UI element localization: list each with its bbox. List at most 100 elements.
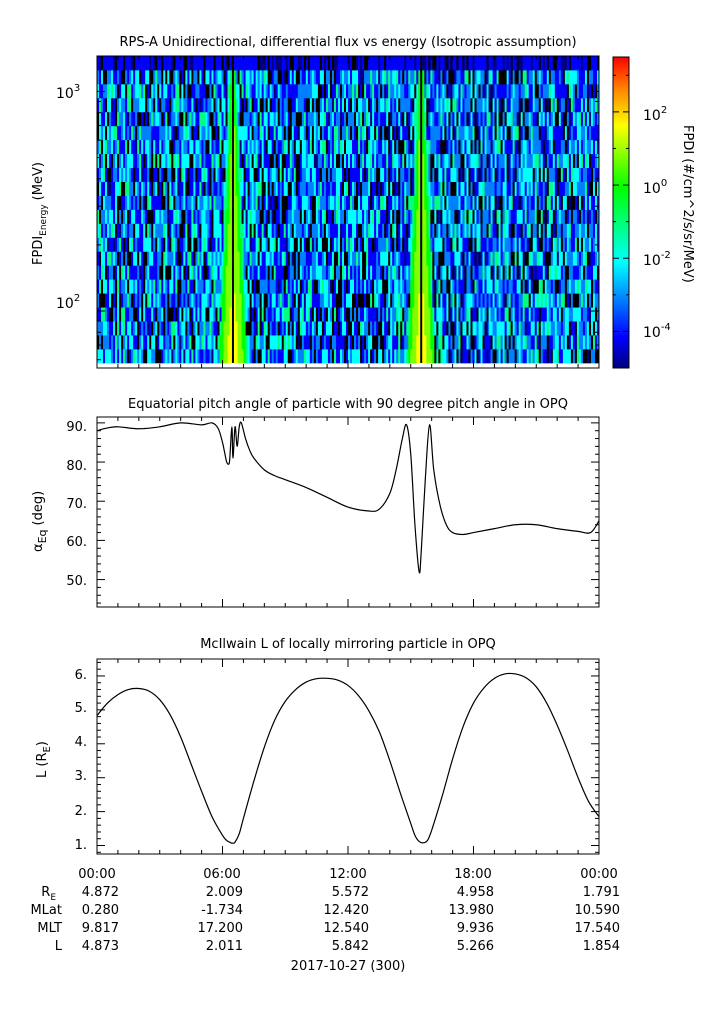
spectrogram-cell	[570, 111, 574, 127]
spectrogram-cell	[137, 237, 140, 252]
spectrogram-cell	[452, 181, 455, 196]
spectrogram-cell	[327, 167, 331, 182]
spectrogram-cell	[592, 279, 596, 294]
spectrogram-cell	[337, 97, 341, 113]
spectrogram-cell	[247, 293, 251, 308]
spectrogram-cell	[135, 195, 138, 210]
spectrogram-cell	[157, 223, 160, 238]
spectrogram-cell	[175, 209, 178, 224]
spectrogram-cell	[492, 153, 495, 169]
spectrogram-cell	[364, 335, 367, 350]
spectrogram-cell	[295, 83, 299, 99]
spectrogram-cell	[348, 348, 351, 364]
spectrogram-cell	[337, 209, 341, 224]
spectrogram-cell	[189, 223, 192, 238]
spectrogram-cell	[217, 265, 220, 280]
spectrogram-cell	[508, 348, 512, 364]
spectrogram-cell	[482, 181, 485, 196]
spectrogram-cell	[518, 139, 522, 155]
spectrogram-cell	[111, 307, 114, 322]
spectrogram-cell	[578, 293, 582, 308]
spectrogram-cell	[273, 209, 277, 224]
spectrogram-cell	[111, 125, 114, 141]
spectrogram-cell	[219, 195, 222, 210]
spectrogram-cell	[267, 139, 271, 155]
spectrogram-cell	[239, 237, 242, 252]
spectrogram-cell	[468, 209, 471, 224]
spectrogram-cell	[239, 97, 242, 113]
spectrogram-cell	[432, 209, 435, 224]
spectrogram-cell	[480, 321, 483, 336]
spectrogram-cell	[251, 181, 255, 196]
spectrogram-cell	[564, 223, 568, 238]
spectrogram-cell	[534, 111, 538, 127]
spectrogram-cell	[235, 195, 238, 210]
spectrogram-cell	[239, 209, 242, 224]
spectrogram-cell	[119, 223, 122, 238]
spectrogram-cell	[151, 293, 154, 308]
spectrogram-cell	[341, 321, 345, 336]
spectrogram-cell	[436, 321, 439, 336]
spectrogram-cell	[586, 125, 590, 141]
spectrogram-cell	[476, 307, 479, 322]
spectrogram-cell	[293, 293, 297, 308]
spectrogram-cell	[550, 83, 554, 99]
spectrogram-cell	[572, 111, 576, 127]
spectrogram-cell	[169, 167, 172, 182]
spectrogram-cell	[335, 223, 339, 238]
spectrogram-cell	[103, 153, 106, 169]
spectrogram-cell	[578, 251, 582, 266]
spectrogram-cell	[352, 265, 355, 280]
spectrogram-cell	[516, 223, 520, 238]
spectrogram-cell	[398, 97, 401, 113]
spectrogram-cell	[101, 209, 104, 224]
spectrogram-cell	[175, 307, 178, 322]
spectrogram-cell	[492, 251, 495, 266]
spectrogram-cell	[392, 335, 395, 350]
spectrogram-cell	[538, 265, 542, 280]
spectrogram-cell	[197, 181, 200, 196]
spectrogram-cell	[295, 111, 299, 127]
spectrogram-cell	[343, 251, 347, 266]
spectrogram-cell	[311, 321, 315, 336]
spectrogram-cell	[402, 139, 405, 155]
spectrogram-cell	[460, 279, 463, 294]
spectrogram-cell	[460, 111, 463, 127]
spectrogram-cell	[380, 279, 383, 294]
spectrogram-cell	[109, 223, 112, 238]
spectrogram-cell	[135, 279, 138, 294]
spectrogram-cell	[350, 307, 353, 322]
spectrogram-cell	[492, 335, 495, 350]
spectrogram-cell	[249, 265, 253, 280]
spectrogram-cell	[432, 153, 435, 169]
spectrogram-cell	[390, 265, 393, 280]
spectrogram-cell	[350, 265, 353, 280]
spectrogram-cell	[111, 265, 114, 280]
spectrogram-cell	[309, 307, 313, 322]
spectrogram-cell	[335, 167, 339, 182]
spectrogram-cell	[452, 237, 455, 252]
spectrogram-cell	[311, 139, 315, 155]
spectrogram-cell	[303, 307, 307, 322]
spectrogram-cell	[430, 181, 433, 196]
spectrogram-cell	[394, 195, 397, 210]
spectrogram-cell	[398, 195, 401, 210]
spectrogram-cell	[516, 195, 520, 210]
spectrogram-cell	[510, 307, 514, 322]
spectrogram-cell	[197, 321, 200, 336]
spectrogram-cell	[187, 335, 190, 350]
spectrogram-cell	[492, 348, 495, 364]
spectrogram-cell	[123, 97, 126, 113]
spectrogram-cell	[564, 307, 568, 322]
spectrogram-cell	[516, 279, 520, 294]
spectrogram-cell	[576, 335, 580, 350]
spectrogram-cell	[562, 167, 566, 182]
spectrogram-cell	[412, 195, 415, 210]
spectrogram-cell	[239, 293, 242, 308]
spectrogram-cell	[255, 293, 259, 308]
spectrogram-cell	[566, 237, 570, 252]
spectrogram-cell	[159, 153, 162, 169]
spectrogram-cell	[111, 279, 114, 294]
spectrogram-cell	[337, 195, 341, 210]
spectrogram-cell	[440, 223, 443, 238]
